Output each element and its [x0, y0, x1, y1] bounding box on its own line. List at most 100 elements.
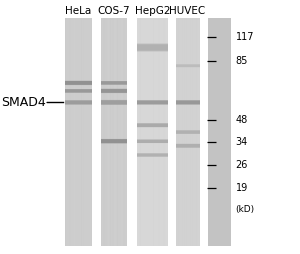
Bar: [194, 18, 195, 246]
Bar: [176, 65, 200, 67]
Bar: [106, 18, 107, 246]
Text: 19: 19: [236, 183, 248, 193]
Bar: [101, 18, 102, 246]
Bar: [182, 18, 183, 246]
Bar: [142, 18, 144, 246]
Bar: [184, 18, 185, 246]
Bar: [100, 138, 127, 144]
Bar: [145, 18, 146, 246]
Bar: [64, 81, 92, 85]
Bar: [176, 144, 200, 148]
Bar: [100, 89, 127, 93]
Bar: [155, 18, 157, 246]
Bar: [176, 130, 200, 134]
Bar: [64, 82, 92, 84]
Bar: [136, 44, 168, 51]
Bar: [176, 130, 200, 135]
Bar: [100, 138, 127, 144]
Bar: [176, 100, 200, 105]
Bar: [100, 139, 127, 143]
Bar: [176, 131, 200, 133]
Bar: [64, 81, 92, 85]
Bar: [196, 18, 197, 246]
Bar: [136, 139, 168, 143]
Bar: [136, 43, 168, 52]
Bar: [100, 81, 127, 85]
Bar: [136, 154, 168, 156]
Bar: [153, 18, 154, 246]
Bar: [176, 144, 200, 148]
Text: HeLa: HeLa: [65, 6, 91, 17]
Bar: [136, 124, 168, 127]
Bar: [176, 130, 200, 134]
Bar: [150, 18, 152, 246]
Bar: [64, 88, 92, 93]
Bar: [176, 64, 200, 68]
Bar: [176, 100, 200, 105]
Bar: [136, 153, 168, 157]
Bar: [100, 99, 127, 105]
Bar: [64, 81, 92, 85]
Bar: [190, 18, 191, 246]
Bar: [136, 139, 168, 144]
Bar: [64, 90, 92, 92]
Bar: [136, 43, 168, 52]
Bar: [161, 18, 162, 246]
Text: HepG2: HepG2: [134, 6, 170, 17]
Bar: [110, 18, 111, 246]
Bar: [176, 100, 200, 105]
Bar: [136, 44, 168, 51]
Bar: [64, 18, 92, 246]
Bar: [176, 64, 200, 68]
Bar: [69, 18, 71, 246]
Bar: [136, 153, 168, 157]
Bar: [100, 89, 127, 93]
Text: (kD): (kD): [236, 205, 255, 214]
Bar: [176, 101, 200, 104]
Bar: [100, 82, 127, 84]
Bar: [176, 64, 200, 67]
Bar: [100, 89, 127, 92]
Bar: [65, 18, 66, 246]
Bar: [100, 100, 127, 104]
Bar: [64, 100, 92, 104]
Bar: [136, 122, 168, 128]
Bar: [176, 64, 200, 68]
Bar: [74, 18, 75, 246]
Bar: [176, 143, 200, 148]
Bar: [136, 101, 168, 104]
Bar: [136, 100, 168, 105]
Bar: [124, 18, 125, 246]
Bar: [136, 123, 168, 127]
Bar: [136, 153, 168, 157]
Bar: [64, 99, 92, 105]
Bar: [136, 153, 168, 157]
Bar: [136, 42, 168, 53]
Text: 26: 26: [236, 160, 248, 170]
Bar: [100, 81, 127, 85]
Bar: [64, 81, 92, 85]
Bar: [79, 18, 80, 246]
Bar: [100, 81, 127, 85]
Bar: [100, 139, 127, 144]
Bar: [64, 80, 92, 86]
Bar: [136, 139, 168, 143]
Bar: [136, 43, 168, 52]
Bar: [100, 81, 127, 85]
Bar: [186, 18, 187, 246]
Bar: [64, 101, 92, 104]
Bar: [85, 18, 87, 246]
Bar: [158, 18, 160, 246]
Bar: [64, 80, 92, 86]
Bar: [76, 18, 77, 246]
Bar: [100, 100, 127, 105]
Bar: [136, 18, 168, 246]
Bar: [64, 100, 92, 105]
Bar: [176, 144, 200, 148]
Bar: [100, 99, 127, 106]
Bar: [88, 18, 89, 246]
Bar: [136, 139, 168, 144]
Bar: [117, 18, 118, 246]
Bar: [163, 18, 165, 246]
Bar: [176, 100, 200, 104]
